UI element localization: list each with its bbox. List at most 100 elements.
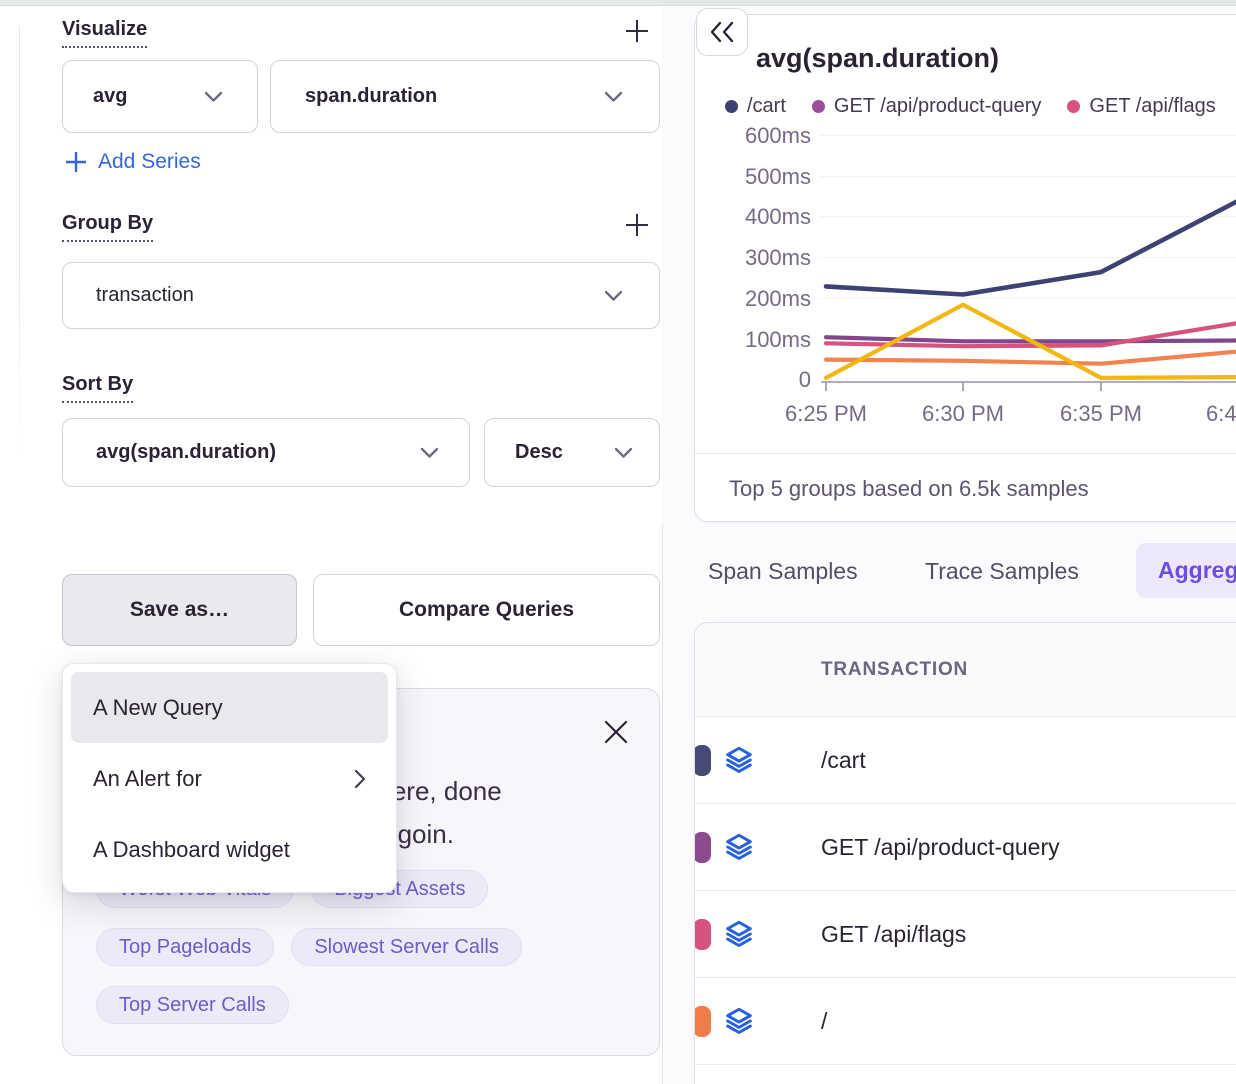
plus-icon [66, 152, 86, 172]
chart-legend: /cart GET /api/product-query GET /api/flag… [725, 93, 1236, 119]
tab-aggregates[interactable]: Aggregates [1136, 543, 1236, 598]
save-as-menu: A New Query An Alert for A Dashboard widge… [62, 663, 397, 893]
left-panel-edge-line [19, 26, 20, 456]
chevron-down-icon [604, 290, 623, 301]
chevron-down-icon [420, 447, 439, 458]
visualize-section-title: Visualize [62, 18, 148, 48]
chevron-down-icon [614, 447, 633, 458]
legend-label: GET /api/product-query [833, 94, 1042, 117]
chevron-right-icon [354, 769, 366, 788]
table-row-item[interactable]: / [695, 978, 1236, 1065]
series-line-item [823, 349, 1236, 366]
compare-queries-button[interactable]: Compare Queries [313, 574, 660, 646]
table-row-cart[interactable]: /cart [695, 717, 1236, 804]
y-tick-label: 0 [798, 367, 811, 393]
chip-top-server-calls[interactable]: Top Server Calls [96, 986, 289, 1024]
y-tick-label: 100ms [744, 326, 811, 352]
aggregates-table: TRANSACTION /cart GET /api/product-query G… [694, 622, 1236, 1084]
x-tick-label: 6:40 [1206, 401, 1236, 426]
sort-by-section-title: Sort By [62, 373, 134, 403]
transaction-cell: GET /api/product-query [821, 834, 1060, 860]
top-edge-strip [0, 0, 1236, 6]
menu-item-label: A New Query [93, 694, 223, 720]
plus-icon [626, 20, 648, 42]
close-callout-button[interactable] [603, 719, 631, 747]
layers-icon-wrap [723, 918, 755, 950]
chart-footer-text: Top 5 groups based on 6.5k samples [729, 476, 1089, 501]
gridline [819, 135, 1236, 136]
tab-span-samples[interactable]: Span Samples [708, 558, 858, 584]
group-by-section-title: Group By [62, 212, 154, 242]
row-color-pill [695, 745, 711, 776]
y-tick-label: 300ms [744, 245, 811, 271]
group-by-select[interactable]: transaction [62, 262, 660, 329]
layers-icon [726, 1007, 752, 1034]
legend-item-cart[interactable]: /cart [725, 93, 786, 119]
aggregate-select[interactable]: avg [62, 60, 258, 133]
y-tick-label: 200ms [744, 285, 811, 311]
chip-slowest-server-calls[interactable]: Slowest Server Calls [291, 928, 522, 966]
chip-top-pageloads[interactable]: Top Pageloads [96, 928, 275, 966]
series-line-unlabeled-yellow-series [823, 302, 1236, 380]
transaction-cell: /cart [821, 747, 866, 773]
table-rows: /cart GET /api/product-query GET /api/flag… [695, 717, 1236, 1065]
plus-icon [626, 214, 648, 236]
aggregate-select-value: avg [93, 85, 128, 107]
legend-dot [811, 99, 825, 113]
gridline [819, 175, 1236, 177]
table-row-get-api-flags[interactable]: GET /api/flags [695, 891, 1236, 978]
menu-item-an-alert-for[interactable]: An Alert for [71, 743, 388, 814]
legend-item-get-api-flags[interactable]: GET /api/flags [1067, 93, 1216, 119]
row-color-pill [695, 1006, 711, 1037]
table-row-get-api-product-query[interactable]: GET /api/product-query [695, 804, 1236, 891]
chip-row: Top Server Calls [96, 986, 289, 1024]
legend-item-get-api-product-query[interactable]: GET /api/product-query [811, 93, 1042, 119]
close-icon [604, 720, 628, 744]
y-tick-label: 500ms [744, 163, 811, 189]
group-by-select-value: transaction [96, 284, 194, 306]
row-color-pill [695, 832, 711, 863]
y-tick-label: 600ms [744, 123, 811, 148]
add-group-by-button[interactable] [622, 210, 652, 240]
chart-panel: avg(span.duration) /cart GET /api/product… [694, 14, 1236, 522]
chevron-down-icon [204, 91, 223, 102]
series-line-get-api-flags [823, 321, 1236, 349]
table-header-row: TRANSACTION [695, 623, 1236, 717]
sort-field-select-value: avg(span.duration) [96, 441, 277, 463]
menu-item-label: A Dashboard widget [93, 836, 290, 862]
transaction-cell: GET /api/flags [821, 921, 967, 947]
gridline [819, 297, 1236, 299]
add-series-button[interactable]: Add Series [64, 150, 201, 174]
chart-footer-divider [695, 453, 1236, 454]
legend-dot [1067, 99, 1081, 113]
chart-title: avg(span.duration) [756, 43, 1000, 73]
layers-icon [726, 920, 752, 947]
menu-item-a-new-query[interactable]: A New Query [71, 672, 388, 743]
menu-item-a-dashboard-widget[interactable]: A Dashboard widget [71, 814, 388, 885]
x-tick-label: 6:35 PM [1060, 401, 1142, 426]
field-select[interactable]: span.duration [270, 60, 660, 133]
transaction-column-header[interactable]: TRANSACTION [821, 659, 969, 680]
sort-field-select[interactable]: avg(span.duration) [62, 418, 470, 487]
layers-icon-wrap [723, 831, 755, 863]
layers-icon-wrap [723, 744, 755, 776]
layers-icon-wrap [723, 1005, 755, 1037]
legend-dot [725, 99, 738, 113]
tab-trace-samples[interactable]: Trace Samples [925, 558, 1079, 584]
series-line-cart [823, 199, 1236, 297]
save-as-button[interactable]: Save as… [62, 574, 297, 646]
add-visualize-button[interactable] [622, 16, 652, 46]
gridline [819, 257, 1236, 259]
legend-label: /cart [747, 94, 786, 117]
panel-divider [662, 525, 663, 1084]
field-select-value: span.duration [305, 85, 438, 107]
sort-direction-select-value: Desc [515, 441, 563, 463]
double-chevron-left-icon [710, 21, 734, 43]
x-tick-label: 6:25 PM [785, 401, 867, 426]
layers-icon [726, 833, 752, 860]
row-color-pill [695, 919, 711, 950]
legend-label: GET /api/flags [1089, 94, 1216, 117]
collapse-panel-button[interactable] [696, 8, 748, 56]
sort-direction-select[interactable]: Desc [484, 418, 660, 487]
